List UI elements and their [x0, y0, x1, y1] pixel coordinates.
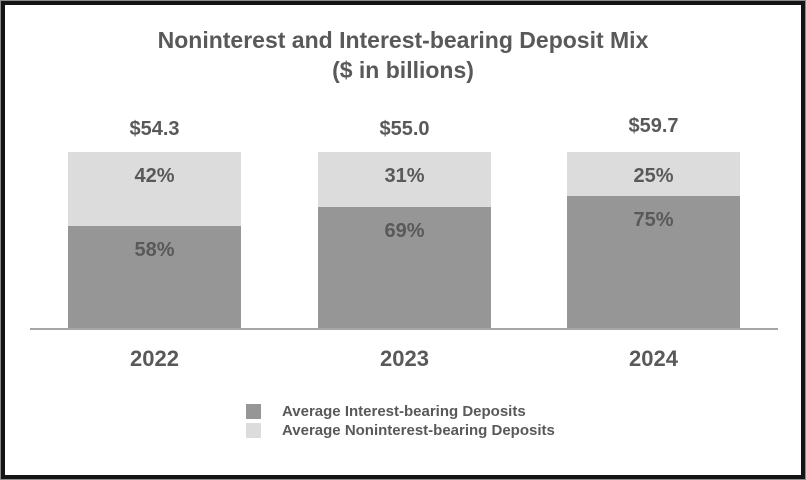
stacked-bar-2022: 42% 58% — [68, 152, 241, 328]
category-label-2024: 2024 — [629, 346, 678, 371]
bar-group-2023: $55.0 31% 69% 2023 — [318, 116, 491, 372]
category-label-2022: 2022 — [130, 346, 179, 371]
total-label-2022: $54.3 — [129, 118, 180, 140]
interest-segment-2022: 58% — [68, 225, 241, 328]
noninterest-pct-label-2024: 25% — [633, 165, 674, 187]
noninterest-pct-label-2023: 31% — [384, 165, 425, 187]
noninterest-segment-2024: 25% — [567, 152, 740, 196]
interest-segment-2023: 69% — [318, 206, 491, 328]
chart-title: Noninterest and Interest-bearing Deposit… — [157, 27, 649, 53]
legend: Average Interest-bearing Deposits Averag… — [246, 402, 555, 440]
chart-title-block: Noninterest and Interest-bearing Deposit… — [0, 25, 806, 85]
stacked-bar-2023: 31% 69% — [318, 152, 491, 328]
noninterest-segment-2022: 42% — [68, 152, 241, 226]
interest-segment-2024: 75% — [567, 196, 740, 328]
legend-label-noninterest: Average Noninterest-bearing Deposits — [282, 421, 555, 439]
interest-pct-label-2023: 69% — [384, 219, 425, 242]
interest-swatch-icon — [246, 403, 261, 419]
noninterest-segment-2023: 31% — [318, 152, 491, 207]
interest-pct-label-2024: 75% — [633, 209, 674, 231]
x-axis-line — [30, 328, 778, 330]
legend-item-interest: Average Interest-bearing Deposits — [246, 402, 555, 420]
category-label-2023: 2023 — [380, 346, 429, 371]
interest-pct-label-2022: 58% — [134, 238, 175, 261]
total-label-2024: $59.7 — [628, 115, 679, 137]
legend-label-interest: Average Interest-bearing Deposits — [282, 402, 526, 420]
bar-group-2022: $54.3 42% 58% 2022 — [68, 116, 241, 372]
stacked-bar-2024: 25% 75% — [567, 152, 740, 328]
noninterest-pct-label-2022: 42% — [134, 165, 175, 187]
bar-group-2024: $59.7 25% 75% 2024 — [567, 115, 740, 372]
chart-subtitle: ($ in billions) — [332, 57, 474, 83]
noninterest-swatch-icon — [246, 422, 261, 438]
total-label-2023: $55.0 — [379, 118, 430, 140]
legend-item-noninterest: Average Noninterest-bearing Deposits — [246, 421, 555, 439]
